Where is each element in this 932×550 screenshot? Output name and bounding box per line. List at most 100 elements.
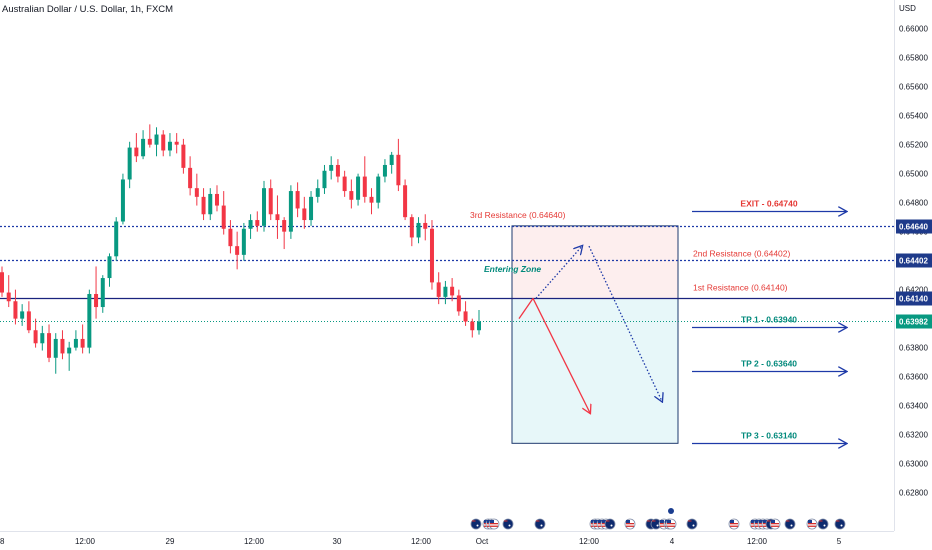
target-label-2: TP 1 - 0.63940 — [741, 315, 797, 325]
au-event-icon — [650, 518, 662, 530]
candle-body — [33, 330, 38, 344]
time-tick-label: 28 — [0, 537, 5, 546]
candle-body — [120, 179, 125, 222]
entry-zone-upper — [512, 225, 678, 299]
time-tick-label: 12:00 — [411, 537, 432, 546]
projection-line-up — [518, 297, 534, 320]
price-tick-label: 0.65200 — [899, 141, 928, 150]
current-price-tag: 0.63982 — [899, 318, 928, 327]
candle-body — [161, 134, 166, 151]
candle-body — [221, 205, 226, 229]
candle-body — [288, 191, 293, 232]
price-tag-label: 0.64402 — [899, 257, 928, 266]
price-tick-label: 0.65600 — [899, 83, 928, 92]
candle-body — [450, 286, 455, 296]
candle-body — [335, 164, 340, 177]
price-tick-label: 0.64200 — [899, 286, 928, 295]
entering-zone-label: Entering Zone — [484, 264, 541, 274]
entry-zone-lower — [512, 298, 678, 444]
candle-body — [268, 188, 273, 215]
target-label-1: EXIT - 0.64740 — [740, 199, 797, 209]
candle-body — [315, 188, 320, 197]
upcoming-event-icon — [668, 508, 674, 514]
candle-body — [134, 147, 139, 157]
time-tick-label: 12:00 — [75, 537, 96, 546]
candle-body — [456, 295, 461, 312]
candle-body — [26, 311, 31, 331]
price-tick-label: 0.64800 — [899, 199, 928, 208]
price-tick-label: 0.63000 — [899, 460, 928, 469]
price-tick-label: 0.66000 — [899, 25, 928, 34]
candle-body — [6, 292, 11, 302]
us-event-icon — [624, 518, 636, 530]
candle-body — [214, 193, 219, 206]
price-tag-bg — [896, 253, 932, 268]
candle-body — [403, 185, 408, 218]
candle-body — [0, 272, 4, 293]
resistance-label-2: 2nd Resistance (0.64402) — [693, 248, 791, 258]
price-tick-label: 0.65800 — [899, 54, 928, 63]
target-label-3: TP 2 - 0.63640 — [741, 359, 797, 369]
candle-body — [13, 301, 18, 319]
candle-body — [248, 220, 253, 229]
candle-body — [255, 220, 260, 226]
candle-body — [73, 338, 78, 348]
candle-body — [208, 193, 213, 215]
candle-body — [389, 154, 394, 165]
au-event-icon — [604, 518, 616, 530]
resistance-label-1: 3rd Resistance (0.64640) — [470, 210, 566, 220]
candle-body — [20, 311, 25, 319]
candle-body — [127, 147, 132, 180]
candle-body — [167, 141, 172, 151]
chart-title: Australian Dollar / U.S. Dollar, 1h, FXC… — [2, 4, 174, 15]
time-tick-label: 12:00 — [747, 537, 768, 546]
time-tick-label: 12:00 — [244, 537, 265, 546]
au-event-icon — [502, 518, 514, 530]
price-tick-label: 0.65400 — [899, 112, 928, 121]
candle-body — [241, 228, 246, 255]
candle-body — [94, 293, 99, 308]
au-event-icon — [784, 518, 796, 530]
us-event-icon — [806, 518, 818, 530]
candle-body — [342, 176, 347, 192]
au-event-icon — [470, 518, 482, 530]
projection-dotted-down — [588, 245, 662, 401]
candle-body — [423, 222, 428, 229]
candle-body — [282, 220, 287, 232]
candle-body — [188, 167, 193, 189]
price-tick-label: 0.65000 — [899, 170, 928, 179]
candle-body — [275, 214, 280, 221]
candle-body — [194, 188, 199, 197]
candle-body — [416, 222, 421, 238]
candle-body — [53, 338, 58, 358]
projection-dotted-up — [535, 246, 582, 299]
candle-body — [322, 170, 327, 189]
candle-body — [181, 144, 186, 168]
price-tag-bg — [896, 219, 932, 234]
au-event-icon — [817, 518, 829, 530]
price-tick-label: 0.63200 — [899, 431, 928, 440]
au-event-icon — [686, 518, 698, 530]
candle-body — [67, 347, 72, 354]
price-tick-label: 0.63400 — [899, 402, 928, 411]
au-event-icon — [534, 518, 546, 530]
entry-zone-box — [511, 225, 679, 444]
candle-body — [80, 338, 85, 348]
time-tick-label: 29 — [166, 537, 175, 546]
candle-body — [174, 141, 179, 145]
candle-body — [235, 246, 240, 255]
candle-body — [309, 196, 314, 221]
candle-body — [87, 293, 92, 348]
price-tick-label: 0.63800 — [899, 344, 928, 353]
candle-body — [329, 164, 334, 171]
us-event-icon — [728, 518, 740, 530]
candle-body — [60, 338, 65, 354]
candle-body — [349, 191, 354, 200]
candle-body — [477, 321, 481, 331]
projection-arrow-down — [532, 298, 590, 413]
price-currency: USD — [899, 4, 916, 13]
resistance-label-3: 1st Resistance (0.64140) — [693, 282, 788, 292]
price-tick-label: 0.63600 — [899, 373, 928, 382]
candle-body — [356, 176, 361, 200]
